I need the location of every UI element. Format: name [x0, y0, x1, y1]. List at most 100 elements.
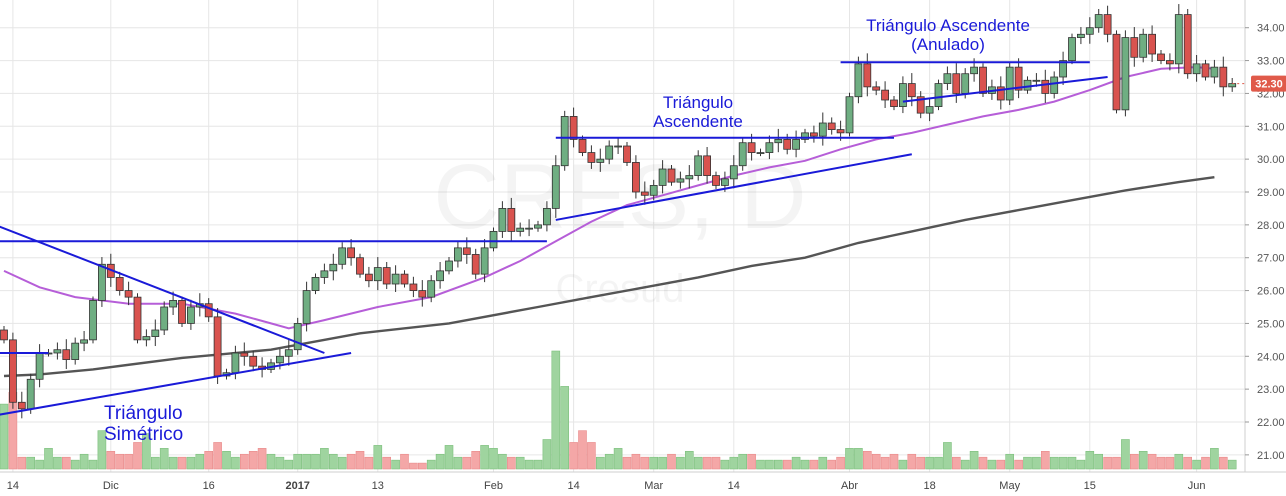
candle-body [471, 254, 480, 275]
candle-body [338, 247, 347, 265]
trendlines [0, 61, 1108, 416]
volume-bar [1112, 456, 1121, 470]
candle-body [640, 191, 649, 196]
price-tick-label: 30.00 [1257, 154, 1285, 166]
candle [649, 179, 658, 201]
volume-bar [53, 456, 62, 470]
candle-body [792, 139, 800, 150]
volume-bar [311, 453, 320, 470]
volume-bar [613, 448, 623, 470]
volume-bar [631, 453, 641, 470]
volume-bar [622, 456, 632, 470]
candle-body [1094, 14, 1103, 29]
candle-body [418, 290, 427, 298]
price-tick-label: 25.00 [1257, 318, 1285, 330]
time-tick-label: Mar [644, 480, 663, 492]
volume-bar [70, 459, 80, 470]
candle-body [596, 158, 605, 163]
candle-body [1032, 79, 1041, 82]
candle-body [996, 86, 1005, 101]
volume-bar [880, 456, 890, 470]
volume-bar [1147, 453, 1157, 470]
candle-body [970, 66, 978, 75]
time-tick-label: 18 [923, 480, 935, 492]
volume-bar [1174, 453, 1184, 470]
time-tick-label: Feb [484, 480, 503, 492]
candle [996, 76, 1005, 110]
candle-body [480, 247, 489, 275]
candle [569, 107, 578, 148]
candle [8, 332, 17, 409]
candle [614, 137, 622, 154]
candle [863, 53, 872, 97]
candle-body [160, 306, 169, 331]
candle-body [62, 349, 71, 360]
candle-body [747, 142, 756, 153]
candle [525, 219, 533, 237]
volume-bar [489, 448, 498, 470]
volume-bar [1058, 456, 1068, 470]
volume-bar [142, 433, 151, 470]
candle-body [89, 300, 97, 341]
candle [685, 165, 694, 189]
candle [115, 271, 124, 296]
candle [1183, 8, 1192, 79]
candle [712, 171, 720, 189]
volume-bar [1032, 456, 1041, 470]
candle [35, 344, 44, 388]
candle [249, 350, 258, 372]
candle [872, 81, 881, 96]
candle [854, 56, 863, 104]
last-price-badge [1251, 75, 1286, 92]
candle [881, 81, 889, 108]
volume-bar [1076, 459, 1086, 470]
candle-body [445, 260, 453, 272]
candle-body [890, 99, 898, 107]
candle [916, 91, 925, 119]
candle [1094, 8, 1103, 33]
candle [445, 257, 453, 275]
candle [534, 220, 542, 232]
price-tick-label: 31.00 [1257, 121, 1285, 133]
volume-bar [560, 386, 570, 470]
volume-bar [640, 456, 650, 470]
candle-body [756, 152, 765, 154]
candle [703, 146, 711, 184]
volume-bar [480, 445, 489, 470]
candle-body [409, 283, 418, 291]
candle-body [382, 267, 391, 285]
candle [89, 296, 97, 344]
volume-bar [168, 456, 178, 470]
volume-bar [711, 456, 721, 470]
volume-bar [1192, 459, 1201, 470]
volume-bar [1121, 439, 1130, 470]
candle [80, 330, 88, 352]
volume-bar [275, 456, 285, 470]
candle-body [979, 66, 987, 94]
candle [694, 150, 703, 181]
volume-bar [595, 456, 605, 470]
volume-bar [97, 430, 107, 470]
candle [151, 319, 160, 347]
candle [356, 253, 364, 278]
candle [427, 275, 436, 303]
watermark-name: Cresud [556, 267, 685, 311]
candle [1068, 33, 1076, 65]
candle-body [1139, 33, 1148, 58]
candle-body [632, 162, 640, 193]
volume-bar [836, 456, 845, 470]
volume-bar [231, 456, 240, 470]
volume-bar [551, 350, 561, 470]
candle [1157, 50, 1165, 65]
candle [302, 281, 311, 332]
volume-bar [26, 456, 36, 470]
price-tick-label: 22.00 [1257, 417, 1285, 429]
volume-bar [426, 459, 436, 470]
candle-body [899, 83, 907, 107]
trendline [555, 153, 912, 221]
candle-body [0, 329, 8, 341]
volume-bar [1014, 459, 1023, 470]
time-tick-label: 2017 [285, 480, 309, 492]
volume-bar [186, 456, 196, 470]
candle-body [462, 247, 471, 255]
